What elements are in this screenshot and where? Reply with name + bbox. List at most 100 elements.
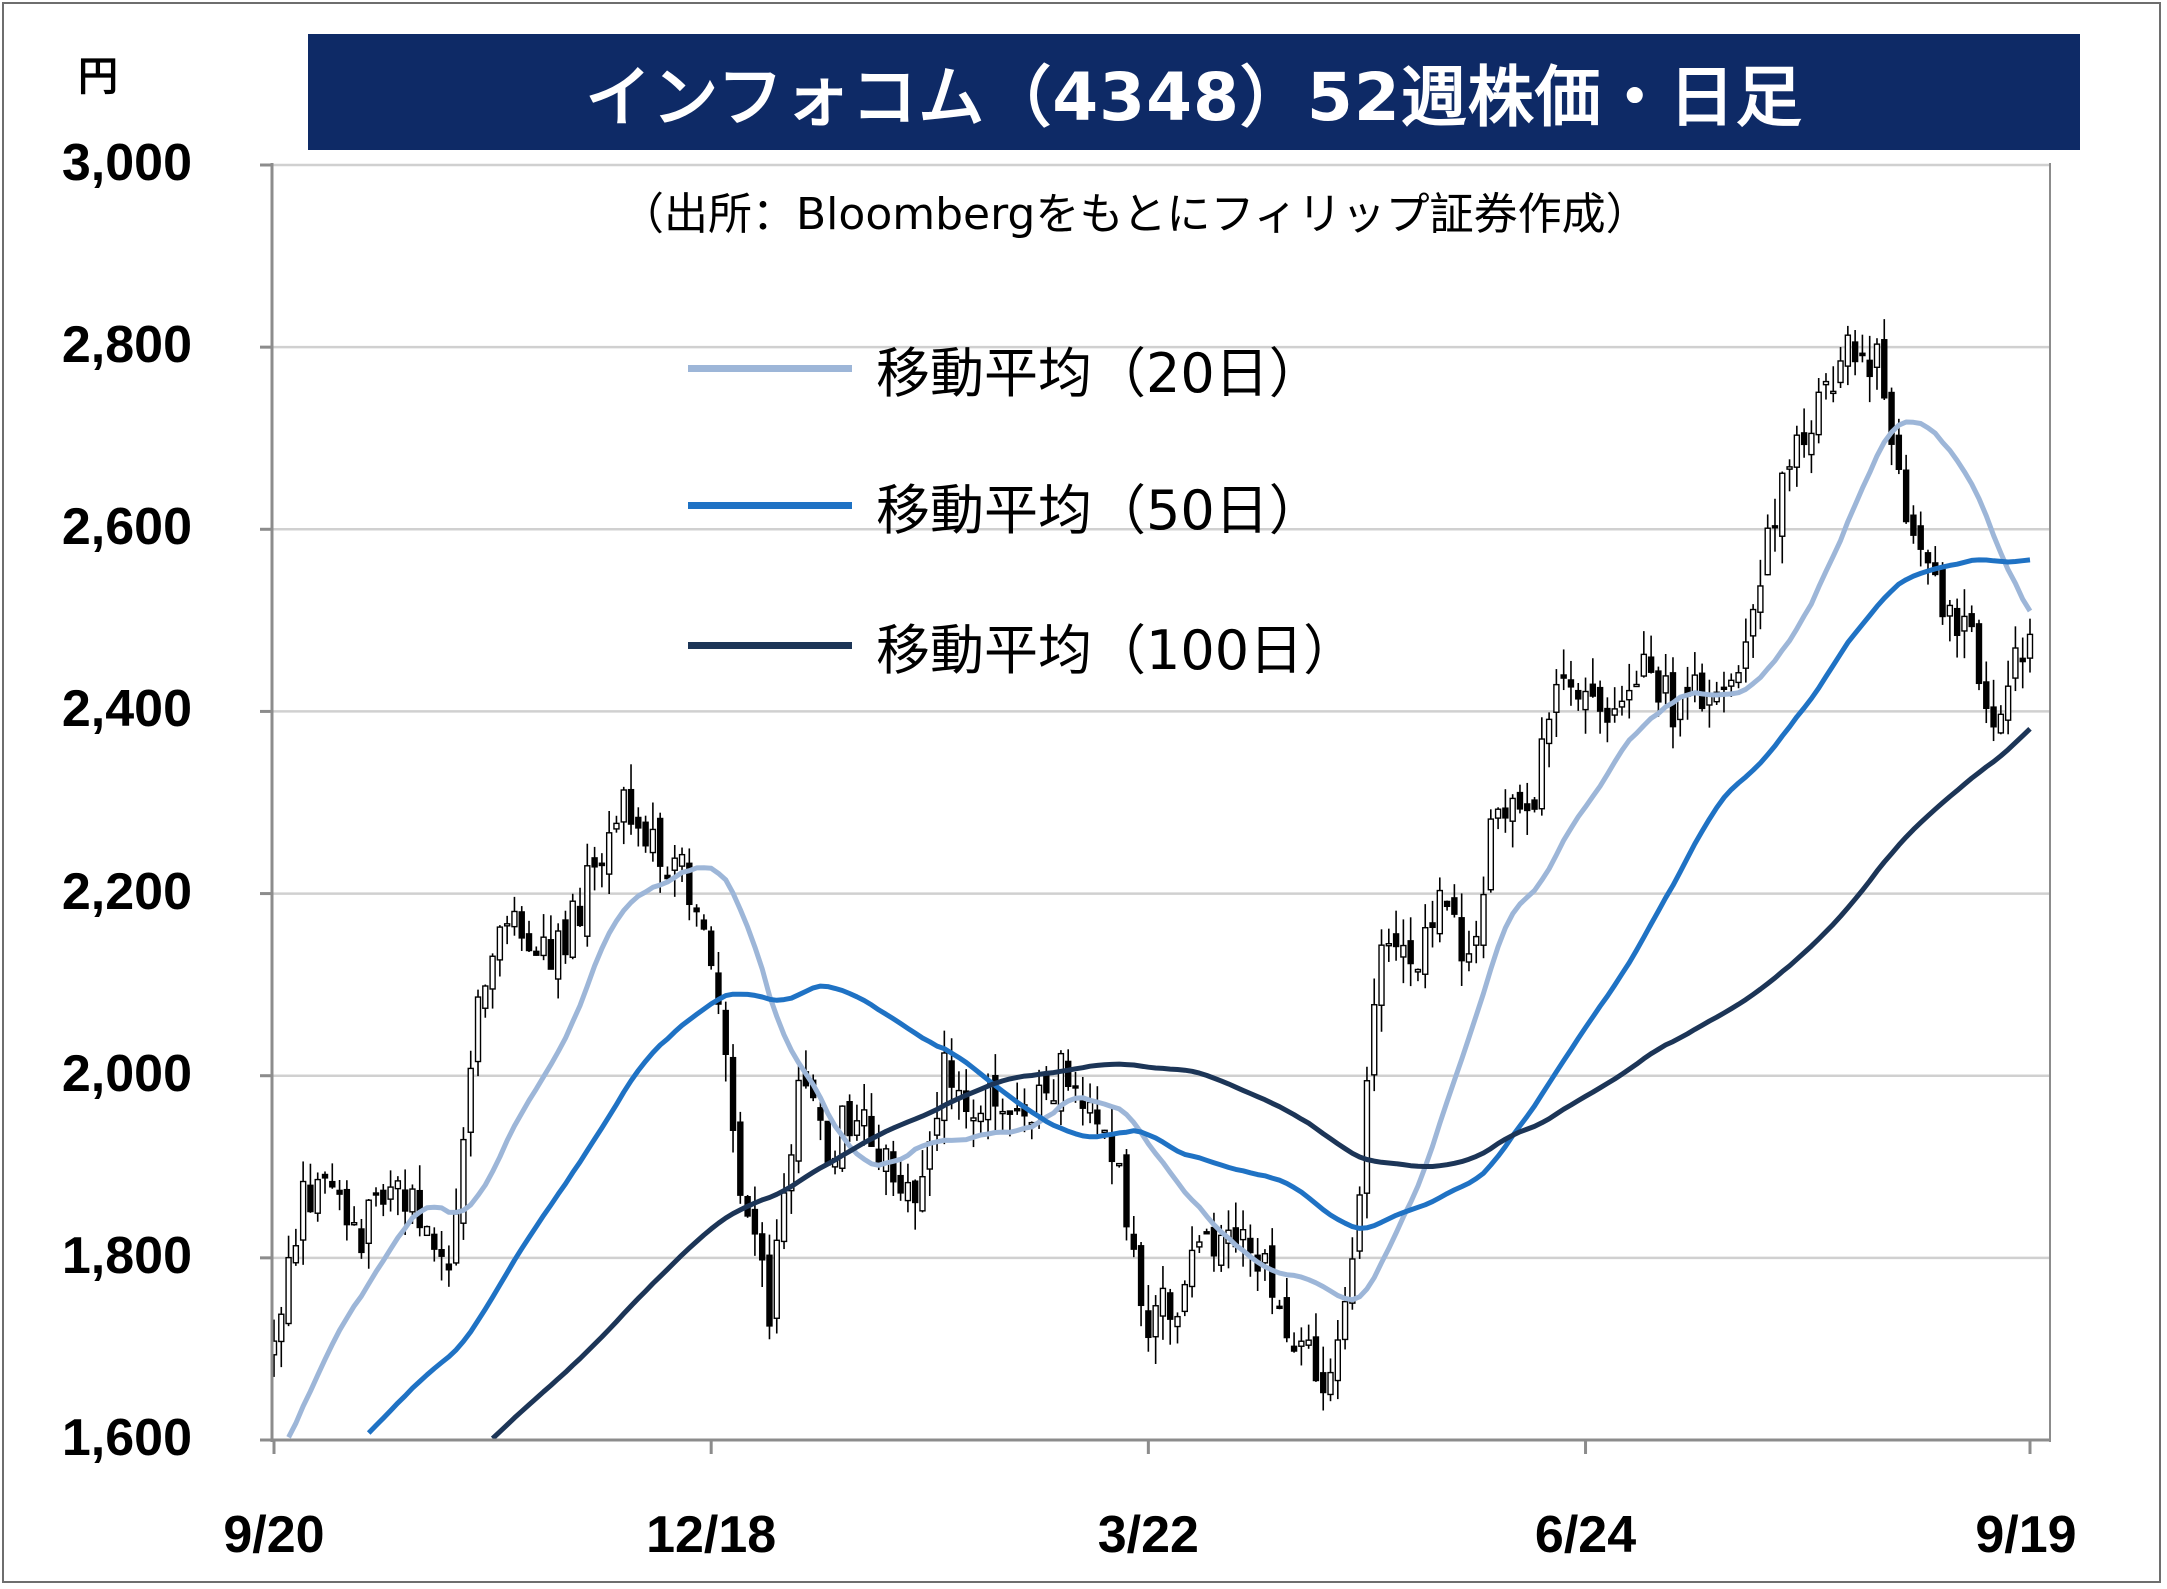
candle-body [1400,944,1407,958]
candle-body [278,1313,285,1343]
candle-body [467,1067,474,1133]
candle-body [445,1263,453,1271]
candle-body [1983,681,1990,710]
y-tick-label: 2,400 [61,680,192,739]
candle-body [329,1180,336,1188]
candle-body [1808,432,1815,456]
candle-body [1611,708,1618,716]
candle-body [875,1148,882,1163]
candle-body [1866,359,1873,378]
candle-body [292,1245,300,1264]
candle-body [1443,900,1451,908]
candle-body [1924,552,1932,564]
candle-body [1757,585,1764,613]
candle-body [1560,674,1567,679]
candle-body [824,1120,831,1166]
candle-body [1662,675,1669,694]
candle-body [1589,683,1597,697]
candle-body [474,996,482,1063]
candle-body [554,930,562,980]
candle-body [1975,623,1983,685]
candle-body [1261,1253,1269,1264]
y-tick-label: 1,800 [61,1226,192,1285]
candle-body [1043,1075,1050,1094]
grid-lines [272,163,2050,1260]
candle-body [853,1120,861,1136]
candle-body [868,1115,875,1147]
candle-body [1698,672,1706,710]
candle-body [1305,1339,1312,1346]
candle-body [2019,657,2026,663]
candle-body [1312,1336,1320,1382]
legend-item-ma20: 移動平均（20日） [688,328,1323,408]
candle-body [984,1086,992,1121]
candle-body [1720,686,1728,691]
candle-body [1341,1300,1349,1341]
candle-body [1502,807,1509,819]
candle-body [358,1228,365,1254]
candle-body [1349,1258,1356,1304]
candle-body [1035,1084,1043,1118]
x-tick-label: 12/18 [646,1506,777,1564]
candle-body [1480,893,1487,946]
candle-body [1728,679,1735,687]
candle-body [1086,1101,1094,1114]
candle-body [1902,469,1910,523]
candle-body [1837,360,1844,384]
candle-body [1145,1310,1152,1339]
candle-body [642,821,649,847]
candle-body [372,1192,380,1196]
candle-body [489,955,496,990]
candle-body [999,1110,1006,1115]
candle-body [1859,352,1866,357]
candle-body [394,1180,402,1190]
candle-body [1327,1371,1334,1396]
candle-body [1567,679,1575,688]
legend-swatch-ma100 [688,641,852,649]
candle-body [1130,1233,1137,1250]
candle-body [1961,615,1968,632]
candle-body [525,933,533,952]
candle-body [715,972,722,1005]
candle-body [1137,1245,1145,1307]
candle-body [1152,1305,1159,1338]
y-tick-label: 3,000 [61,134,192,192]
candle-body [1800,432,1808,446]
candle-body [1458,917,1465,962]
candle-body [1006,1110,1014,1115]
candle-body [1749,608,1757,637]
candle-body [649,828,657,854]
y-axis-unit: 円 [78,54,118,100]
candle-body [1014,1108,1021,1112]
candle-body [948,1060,955,1088]
candle-body [678,853,686,867]
candle-body [540,936,547,957]
candle-body [409,1188,416,1213]
candles [270,319,2034,1411]
candle-body [1997,713,2005,734]
candle-body [1524,803,1531,812]
candle-body [533,950,540,956]
candle-body [1188,1249,1196,1288]
candle-body [1203,1231,1210,1235]
y-tick-label: 2,200 [61,862,192,921]
candle-body [919,1176,926,1212]
candle-body [707,930,715,967]
candle-body [1881,339,1888,399]
y-tick-label: 2,000 [61,1044,192,1103]
candle-body [460,1138,467,1224]
candle-body [1407,940,1414,965]
candle-body [1910,514,1917,536]
candle-body [343,1188,351,1226]
candle-body [1735,672,1742,684]
candle-body [962,1090,970,1113]
candle-body [299,1180,307,1241]
candle-body [890,1151,897,1183]
candle-body [1516,791,1524,810]
candle-body [941,1052,948,1122]
candle-body [562,919,569,956]
candle-body [1283,1297,1290,1339]
candle-body [2026,633,2034,659]
candle-body [1742,641,1750,669]
legend-label-ma100: 移動平均（100日） [876,618,1358,682]
